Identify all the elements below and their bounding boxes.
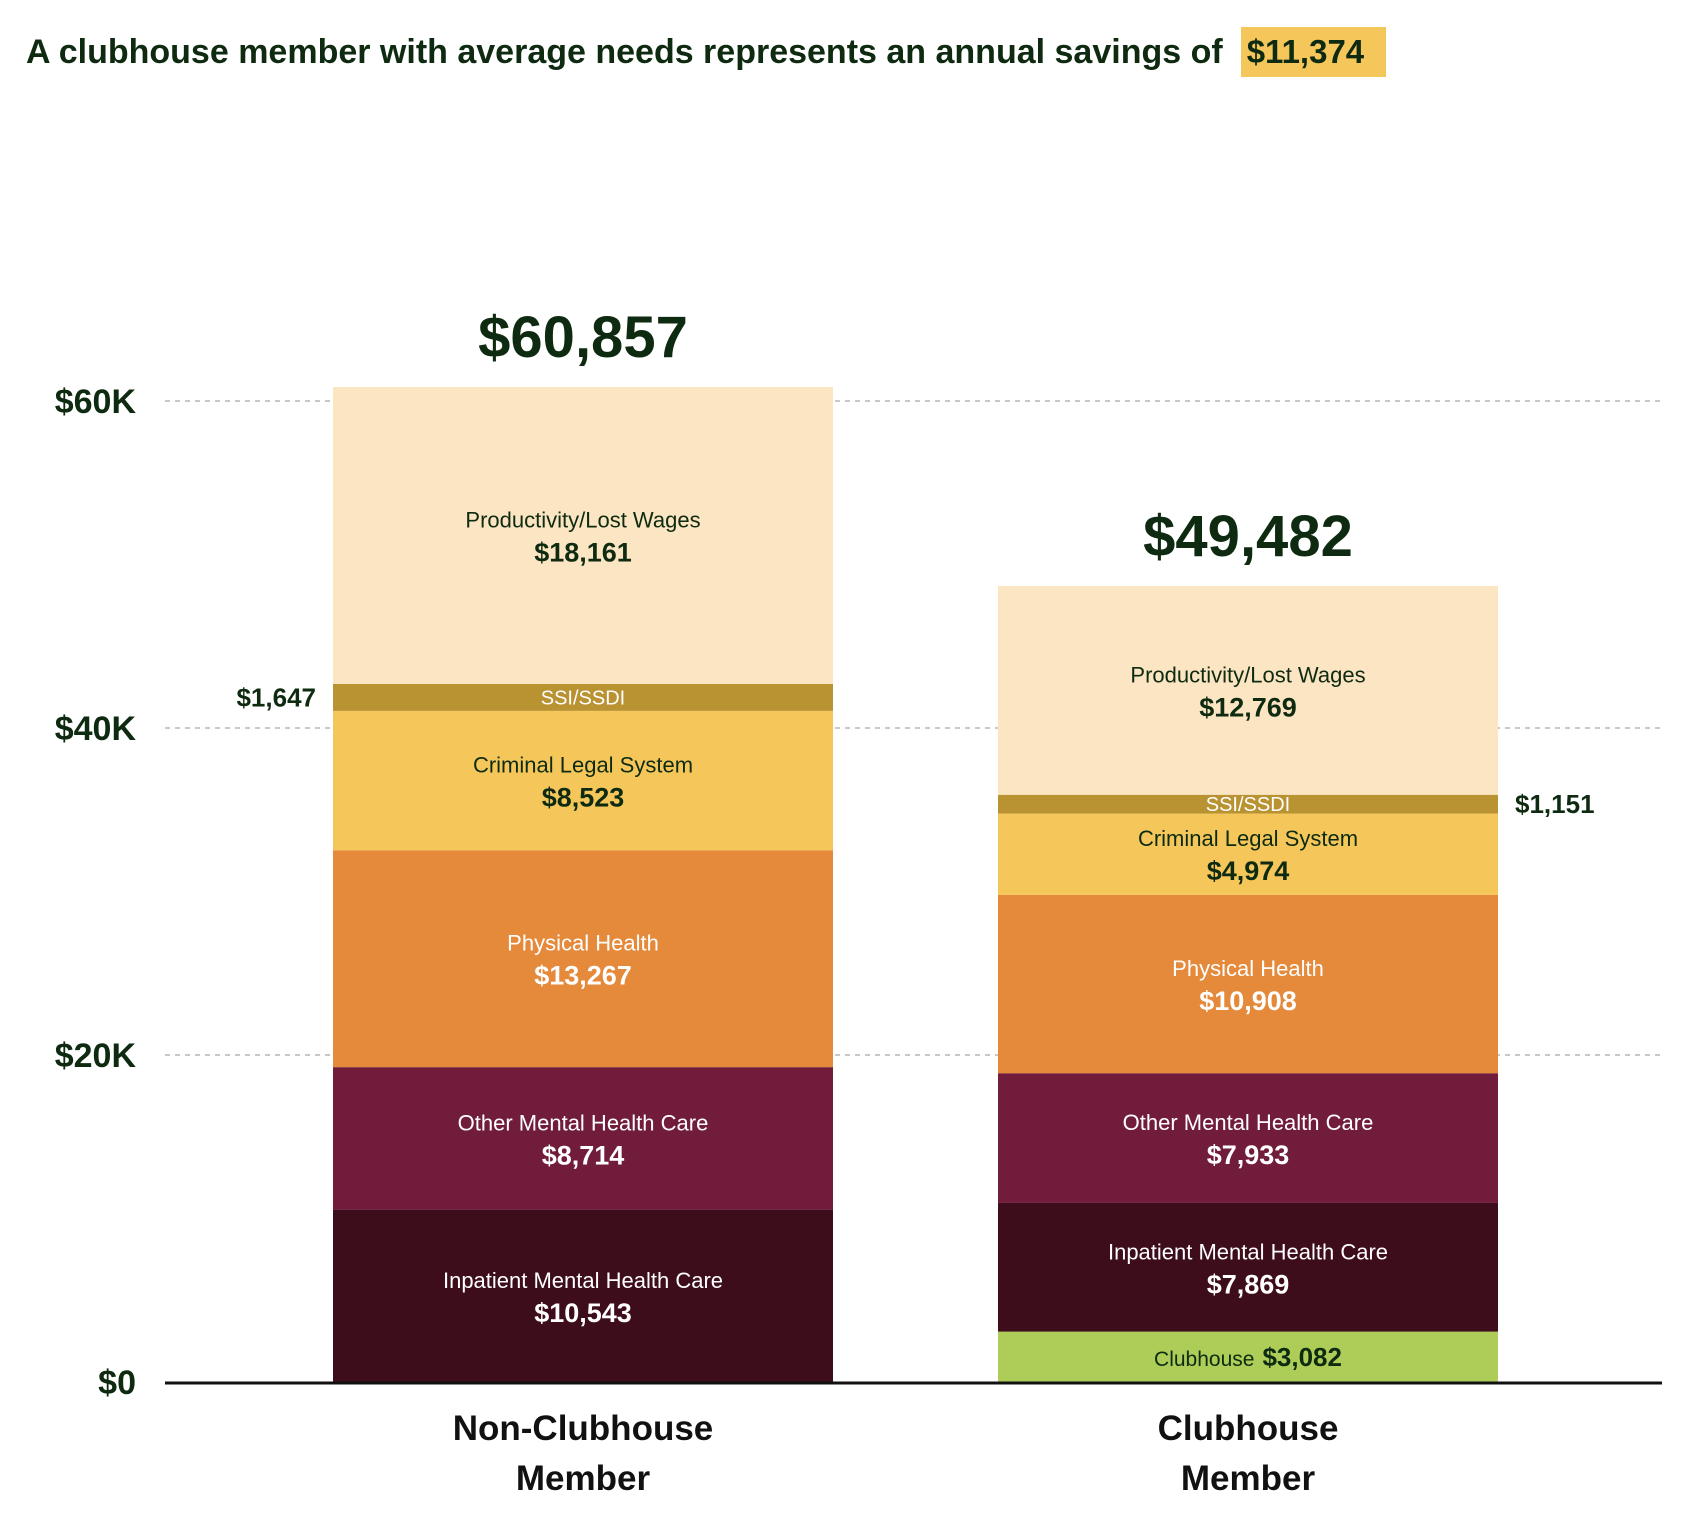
y-tick-label: $0 xyxy=(98,1364,136,1402)
bar-segment-productivity-lost-wages xyxy=(333,387,833,684)
segment-name: SSI/SSDI xyxy=(1206,794,1290,816)
bar-segment-ssi-ssdi xyxy=(333,683,833,711)
segment-name: Criminal Legal System xyxy=(1138,826,1358,851)
segment-value: $12,769 xyxy=(1199,692,1297,722)
segment-value: $10,908 xyxy=(1199,986,1297,1016)
bar-segment-other-mental-health-care xyxy=(998,1073,1498,1203)
bar-segment-clubhouse xyxy=(998,1331,1498,1382)
headline-text: A clubhouse member with average needs re… xyxy=(26,32,1223,71)
bar-segment-criminal-legal-system xyxy=(998,813,1498,895)
bar-segment-criminal-legal-system xyxy=(333,710,833,851)
x-category-label: Member xyxy=(1181,1459,1316,1498)
segment-value: $7,869 xyxy=(1207,1269,1290,1299)
segment-labels: Inpatient Mental Health Care $10,543 Other… xyxy=(236,305,1594,1372)
segment-name: SSI/SSDI xyxy=(541,687,625,709)
segment-value: $13,267 xyxy=(534,961,632,991)
segment-name: Physical Health xyxy=(1172,956,1324,981)
x-category-label: Member xyxy=(516,1459,651,1498)
bar-total-label: $49,482 xyxy=(1143,504,1353,569)
segment-value-outside: $1,647 xyxy=(236,682,316,712)
segment-name: Other Mental Health Care xyxy=(1123,1110,1374,1135)
segment-value: $10,543 xyxy=(534,1298,632,1328)
chart-headline: A clubhouse member with average needs re… xyxy=(26,24,1387,80)
y-tick-label: $40K xyxy=(55,710,137,748)
segment-name: Other Mental Health Care xyxy=(458,1110,709,1135)
x-category-label: Non-Clubhouse xyxy=(453,1409,714,1448)
segment-value: $7,933 xyxy=(1207,1140,1290,1170)
segment-name: Clubhouse xyxy=(1154,1348,1254,1371)
x-category-label: Clubhouse xyxy=(1158,1409,1339,1448)
segment-value: $18,161 xyxy=(534,537,632,567)
bar-segment-other-mental-health-care xyxy=(333,1067,833,1210)
segment-label-clubhouse: Clubhouse $3,082 xyxy=(1154,1342,1342,1372)
segment-value: $8,523 xyxy=(542,783,625,813)
segment-name: Productivity/Lost Wages xyxy=(465,507,700,532)
y-tick-label: $20K xyxy=(55,1037,137,1075)
bar-segment-inpatient-mental-health-care xyxy=(998,1202,1498,1332)
segment-value: $8,714 xyxy=(542,1140,625,1170)
segment-name: Criminal Legal System xyxy=(473,753,693,778)
segment-name: Physical Health xyxy=(507,931,659,956)
y-axis-ticks: $0 $20K $40K $60K xyxy=(55,383,137,1402)
segment-value-outside: $1,151 xyxy=(1515,789,1595,819)
bar-total-label: $60,857 xyxy=(478,305,688,370)
segment-name: Inpatient Mental Health Care xyxy=(1108,1239,1388,1264)
bar-segment-productivity-lost-wages xyxy=(998,585,1498,795)
x-axis: Non-Clubhouse Member Clubhouse Member xyxy=(165,1381,1662,1498)
headline-savings-amount: $11,374 xyxy=(1240,27,1387,77)
bar-segment-ssi-ssdi xyxy=(998,794,1498,814)
segment-value: $4,974 xyxy=(1207,856,1290,886)
y-tick-label: $60K xyxy=(55,383,137,421)
bars xyxy=(333,387,1498,1382)
segment-value: $3,082 xyxy=(1262,1342,1342,1372)
bar-segment-inpatient-mental-health-care xyxy=(333,1209,833,1382)
segment-name: Productivity/Lost Wages xyxy=(1130,662,1365,687)
segment-name: Inpatient Mental Health Care xyxy=(443,1268,723,1293)
bar-segment-physical-health xyxy=(998,894,1498,1074)
bar-segment-physical-health xyxy=(333,850,833,1068)
